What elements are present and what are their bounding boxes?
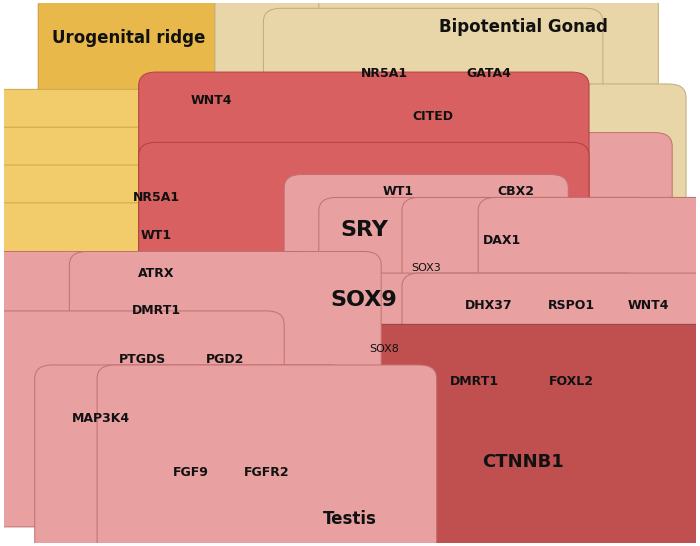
FancyBboxPatch shape (281, 324, 700, 546)
FancyBboxPatch shape (243, 84, 554, 300)
FancyBboxPatch shape (402, 273, 700, 489)
Text: MAP3K4: MAP3K4 (71, 412, 130, 425)
FancyBboxPatch shape (305, 273, 645, 489)
Text: GATA4: GATA4 (466, 67, 511, 80)
Text: DMRT1: DMRT1 (450, 375, 499, 388)
Text: PGD2: PGD2 (206, 353, 244, 366)
FancyBboxPatch shape (0, 311, 284, 527)
Text: DMRT1: DMRT1 (132, 304, 181, 317)
FancyBboxPatch shape (139, 143, 589, 458)
Text: FGF9: FGF9 (173, 466, 209, 479)
Text: Urogenital ridge: Urogenital ridge (52, 29, 205, 47)
FancyBboxPatch shape (0, 90, 326, 305)
FancyBboxPatch shape (35, 365, 346, 546)
FancyBboxPatch shape (402, 198, 700, 413)
Text: FGFR2: FGFR2 (244, 466, 290, 479)
FancyBboxPatch shape (0, 165, 326, 381)
FancyBboxPatch shape (332, 133, 672, 348)
FancyBboxPatch shape (38, 0, 384, 208)
Text: WNT4: WNT4 (627, 299, 668, 312)
Text: NR5A1: NR5A1 (361, 67, 408, 80)
Text: Testis: Testis (323, 510, 377, 528)
Text: SOX3: SOX3 (412, 263, 441, 272)
FancyBboxPatch shape (318, 0, 658, 181)
Text: SOX9: SOX9 (330, 290, 397, 310)
Text: CITED: CITED (412, 110, 454, 123)
FancyBboxPatch shape (139, 72, 589, 388)
FancyBboxPatch shape (0, 203, 326, 419)
FancyBboxPatch shape (0, 127, 326, 343)
FancyBboxPatch shape (346, 84, 686, 300)
FancyBboxPatch shape (243, 256, 526, 442)
Text: CTNNB1: CTNNB1 (482, 453, 564, 471)
Text: SRY: SRY (340, 219, 388, 240)
FancyBboxPatch shape (478, 198, 700, 413)
Text: FOXL2: FOXL2 (550, 375, 594, 388)
Text: DHX37: DHX37 (465, 299, 512, 312)
Text: DAX1: DAX1 (483, 234, 522, 247)
FancyBboxPatch shape (318, 198, 658, 413)
FancyBboxPatch shape (69, 252, 382, 467)
FancyBboxPatch shape (263, 8, 603, 224)
FancyBboxPatch shape (0, 252, 312, 467)
Text: SOX8: SOX8 (370, 343, 400, 354)
FancyBboxPatch shape (215, 0, 554, 181)
Text: Bipotential Gonad: Bipotential Gonad (439, 18, 608, 36)
Text: WNT4: WNT4 (190, 93, 232, 106)
Text: PTGDS: PTGDS (118, 353, 166, 366)
Text: NR5A1: NR5A1 (132, 191, 180, 204)
FancyBboxPatch shape (97, 365, 437, 546)
Text: WT1: WT1 (141, 229, 172, 242)
Text: WT1: WT1 (383, 186, 414, 198)
Text: RSPO1: RSPO1 (548, 299, 595, 312)
Text: CBX2: CBX2 (498, 186, 535, 198)
FancyBboxPatch shape (284, 175, 568, 361)
Text: ATRX: ATRX (138, 266, 174, 280)
